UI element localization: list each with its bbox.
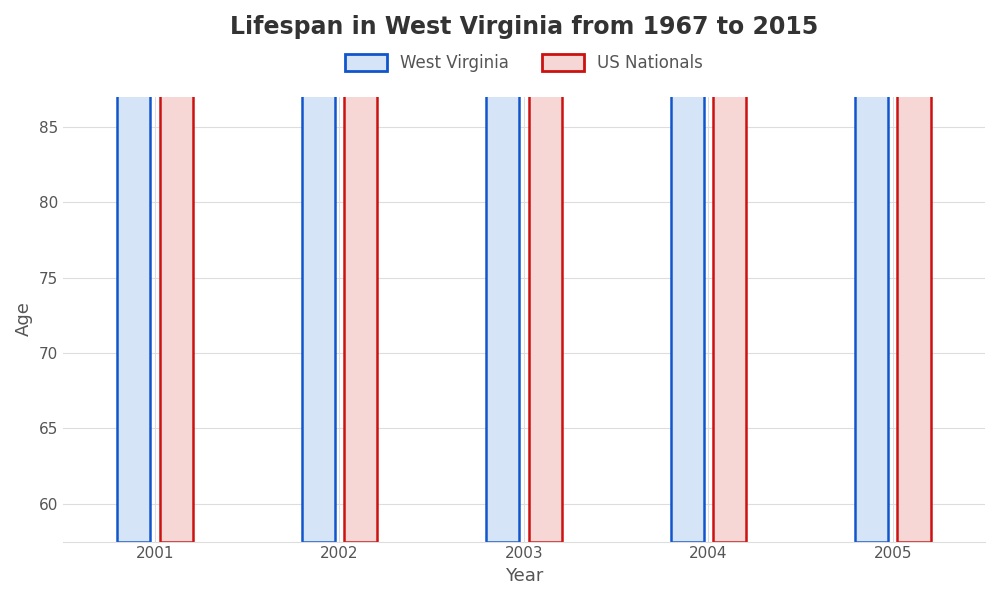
Bar	[897, 0, 931, 542]
Bar	[855, 0, 888, 542]
Y-axis label: Age: Age	[15, 302, 33, 337]
Title: Lifespan in West Virginia from 1967 to 2015: Lifespan in West Virginia from 1967 to 2…	[230, 15, 818, 39]
X-axis label: Year: Year	[505, 567, 543, 585]
Bar	[486, 0, 519, 542]
Bar	[344, 0, 377, 542]
Bar	[529, 0, 562, 542]
Bar	[302, 0, 335, 542]
Bar	[671, 0, 704, 542]
Bar	[713, 0, 746, 542]
Bar	[117, 0, 150, 542]
Bar	[160, 0, 193, 542]
Legend: West Virginia, US Nationals: West Virginia, US Nationals	[338, 47, 710, 79]
